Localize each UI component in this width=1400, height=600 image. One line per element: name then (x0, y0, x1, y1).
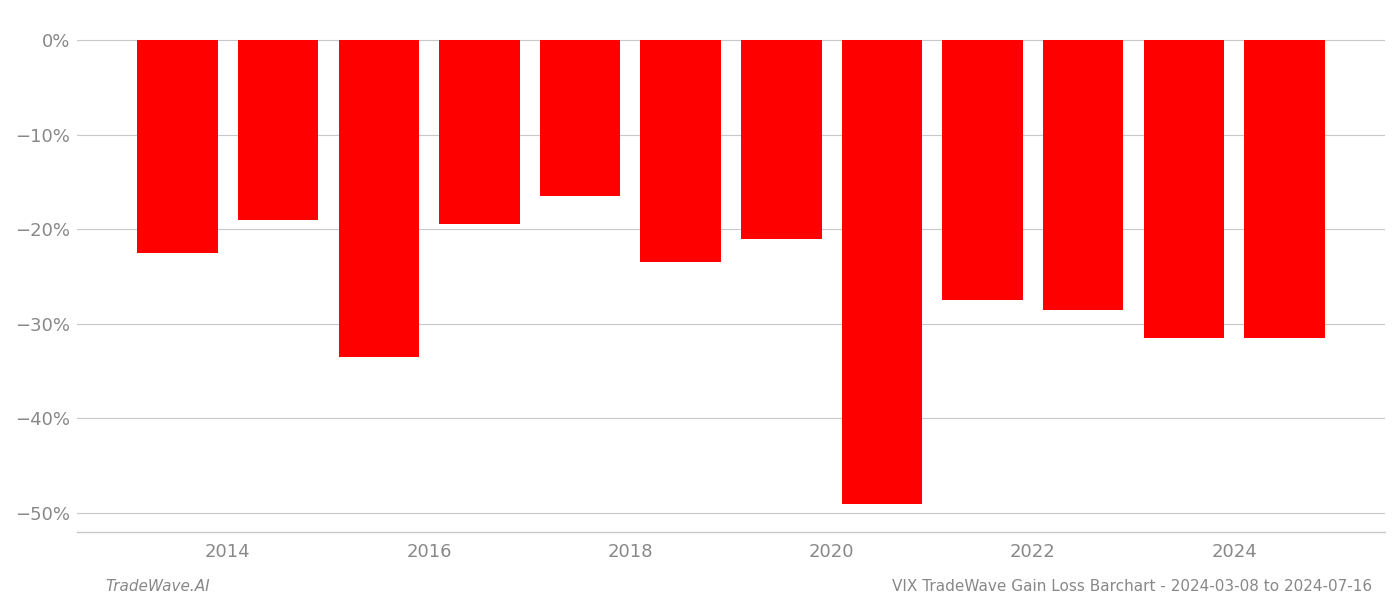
Bar (640, 40, 721, 262)
Text: TradeWave.AI: TradeWave.AI (105, 579, 210, 594)
Bar (440, 40, 519, 224)
Bar (1245, 40, 1324, 338)
Bar (942, 40, 1023, 300)
Bar (238, 40, 318, 220)
Bar (741, 40, 822, 239)
Bar (1043, 40, 1123, 310)
Bar (137, 40, 218, 253)
Bar (540, 40, 620, 196)
Bar (339, 40, 419, 357)
Bar (841, 40, 923, 503)
Text: VIX TradeWave Gain Loss Barchart - 2024-03-08 to 2024-07-16: VIX TradeWave Gain Loss Barchart - 2024-… (892, 579, 1372, 594)
Bar (1144, 40, 1224, 338)
